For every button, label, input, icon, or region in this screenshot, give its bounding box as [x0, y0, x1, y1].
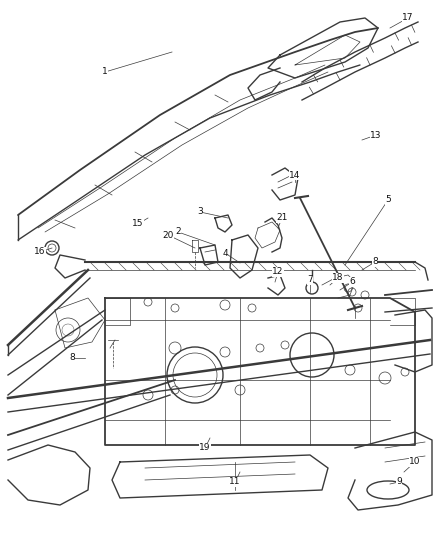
Text: 11: 11	[229, 478, 241, 487]
Text: 5: 5	[385, 196, 391, 205]
Text: 1: 1	[102, 68, 108, 77]
Text: 12: 12	[272, 268, 284, 277]
Text: 17: 17	[402, 13, 414, 22]
Text: 9: 9	[396, 478, 402, 487]
Text: 2: 2	[175, 228, 181, 237]
Text: 8: 8	[69, 353, 75, 362]
Text: 21: 21	[276, 214, 288, 222]
Text: 18: 18	[332, 273, 344, 282]
Text: 10: 10	[409, 457, 421, 466]
Text: 7: 7	[307, 276, 313, 285]
Text: 8: 8	[372, 257, 378, 266]
Text: 3: 3	[197, 207, 203, 216]
Text: 16: 16	[34, 247, 46, 256]
Text: 15: 15	[132, 220, 144, 229]
Text: 14: 14	[290, 171, 301, 180]
Text: 20: 20	[162, 230, 174, 239]
Text: 13: 13	[370, 131, 382, 140]
Text: 4: 4	[222, 248, 228, 257]
Text: 6: 6	[349, 278, 355, 287]
Text: 19: 19	[199, 443, 211, 453]
